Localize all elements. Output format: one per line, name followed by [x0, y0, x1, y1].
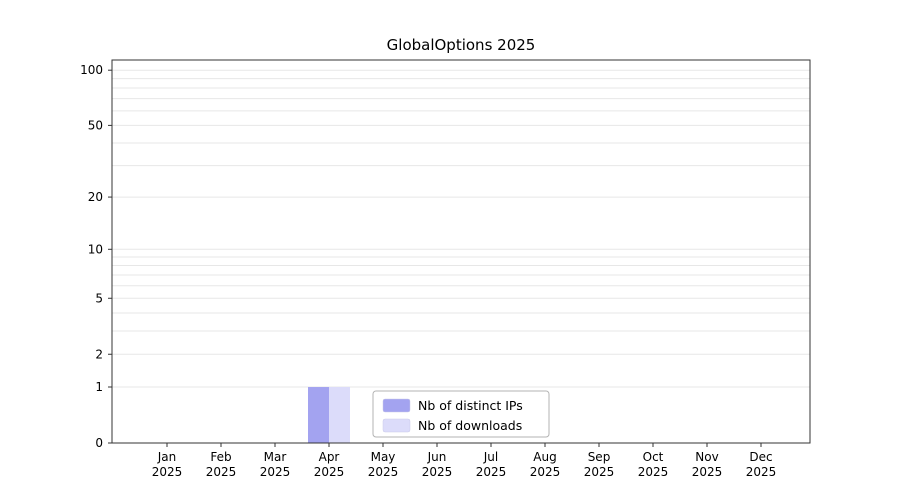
ytick-label-2: 2 — [95, 347, 103, 361]
xtick-label-year-oct: 2025 — [638, 465, 669, 479]
xtick-label-month-dec: Dec — [749, 450, 772, 464]
bar-nb-of-downloads-apr — [329, 387, 350, 443]
xtick-label-year-jan: 2025 — [152, 465, 183, 479]
xtick-label-month-sep: Sep — [588, 450, 611, 464]
xtick-label-year-jul: 2025 — [476, 465, 507, 479]
legend-label-nb-of-downloads: Nb of downloads — [418, 418, 522, 433]
xtick-label-year-apr: 2025 — [314, 465, 345, 479]
xtick-label-month-may: May — [371, 450, 396, 464]
xtick-label-year-dec: 2025 — [746, 465, 777, 479]
legend-box — [372, 390, 550, 438]
ytick-label-20: 20 — [88, 190, 103, 204]
legend-swatch-nb-of-distinct-ips — [382, 398, 411, 413]
legend-label-nb-of-distinct-ips: Nb of distinct IPs — [418, 398, 523, 413]
ytick-label-100: 100 — [80, 63, 103, 77]
chart-title: GlobalOptions 2025 — [386, 36, 536, 54]
ytick-label-0: 0 — [95, 436, 103, 450]
xtick-label-month-aug: Aug — [533, 450, 556, 464]
xtick-label-year-jun: 2025 — [422, 465, 453, 479]
xtick-label-month-jun: Jun — [427, 450, 447, 464]
legend-swatch-nb-of-downloads — [382, 418, 411, 433]
ytick-label-50: 50 — [88, 118, 103, 132]
xtick-label-month-oct: Oct — [643, 450, 664, 464]
xtick-label-year-aug: 2025 — [530, 465, 561, 479]
xtick-label-month-jan: Jan — [157, 450, 177, 464]
xtick-label-year-nov: 2025 — [692, 465, 723, 479]
xtick-label-month-nov: Nov — [695, 450, 718, 464]
xtick-label-month-apr: Apr — [319, 450, 340, 464]
bar-nb-of-distinct-ips-apr — [308, 387, 329, 443]
xtick-label-month-mar: Mar — [264, 450, 287, 464]
xtick-label-year-mar: 2025 — [260, 465, 291, 479]
ytick-label-10: 10 — [88, 242, 103, 256]
xtick-label-month-jul: Jul — [483, 450, 498, 464]
xtick-label-year-feb: 2025 — [206, 465, 237, 479]
plot-frame — [111, 59, 811, 444]
xtick-label-year-may: 2025 — [368, 465, 399, 479]
xtick-label-year-sep: 2025 — [584, 465, 615, 479]
ytick-label-5: 5 — [95, 291, 103, 305]
xtick-label-month-feb: Feb — [210, 450, 231, 464]
ytick-label-1: 1 — [95, 380, 103, 394]
